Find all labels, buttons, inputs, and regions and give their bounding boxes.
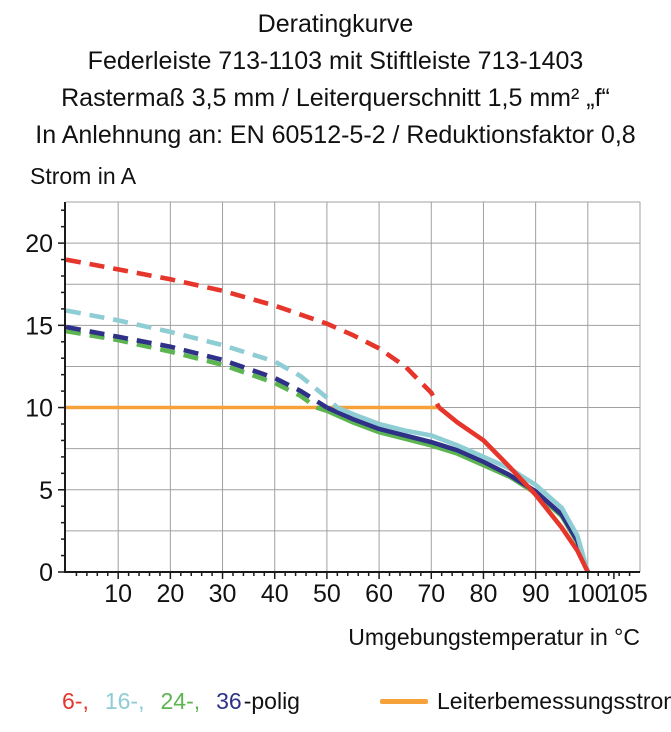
series-36-polig-solid — [325, 405, 590, 573]
rated-current-label: Leiterbemessungsstrom — [437, 688, 671, 714]
legend-pole-counts: 6-, 16-, 24-, 36 -polig — [62, 688, 300, 715]
chart-subtitle-spec: Rastermaß 3,5 mm / Leiterquerschnitt 1,5… — [61, 84, 610, 112]
x-tick-10: 10 — [104, 580, 132, 608]
y-tick-15: 15 — [25, 312, 53, 340]
grid-lines — [66, 201, 641, 572]
series-36-polig — [65, 324, 590, 573]
x-tick-70: 70 — [417, 580, 445, 608]
legend-rated-current: Leiterbemessungsstrom — [380, 688, 671, 715]
chart-title-block: Deratingkurve Federleiste 713-1103 mit S… — [0, 6, 671, 154]
series-36-polig-dashed — [65, 324, 329, 410]
axes — [64, 202, 640, 573]
x-tick-20: 20 — [156, 580, 184, 608]
series-6-polig — [65, 257, 590, 574]
x-tick-60: 60 — [365, 580, 393, 608]
y-tick-20: 20 — [25, 230, 53, 258]
x-tick-90: 90 — [522, 580, 550, 608]
x-tick-105: 105 — [606, 580, 648, 608]
y-axis-label: Strom in A — [30, 163, 137, 189]
axis-ticks — [58, 209, 631, 579]
chart-subtitle-norm: In Anlehnung an: EN 60512-5-2 / Reduktio… — [35, 121, 636, 149]
y-tick-0: 0 — [39, 559, 53, 587]
legend-item-24-polig: 24-, — [160, 688, 201, 714]
series-16-polig-dashed — [65, 308, 339, 410]
x-tick-50: 50 — [313, 580, 341, 608]
series-6-polig-solid — [437, 405, 590, 574]
series-24-polig-dashed — [65, 328, 318, 410]
chart-legend: 6-, 16-, 24-, 36 -polig Leiterbemessungs… — [0, 688, 671, 722]
x-tick-30: 30 — [209, 580, 237, 608]
chart-title: Deratingkurve — [257, 10, 414, 38]
legend-item-36-polig: 36 — [216, 688, 242, 714]
y-tick-10: 10 — [25, 395, 53, 423]
rated-current-line-swatch — [380, 699, 428, 704]
legend-item-16-polig: 16-, — [104, 688, 145, 714]
series-6-polig-dashed — [65, 257, 442, 409]
x-axis-label: Umgebungstemperatur in °C — [348, 624, 640, 650]
x-tick-80: 80 — [470, 580, 498, 608]
x-tick-40: 40 — [261, 580, 289, 608]
y-tick-5: 5 — [39, 477, 53, 505]
legend-item-6-polig: 6-, — [62, 688, 89, 714]
series-16-polig — [65, 308, 591, 573]
x-tick-100: 100 — [567, 580, 609, 608]
series-16-polig-solid — [336, 405, 591, 573]
chart-subtitle-product: Federleiste 713-1103 mit Stiftleiste 713… — [87, 47, 584, 75]
legend-polig-suffix: -polig — [243, 688, 300, 714]
